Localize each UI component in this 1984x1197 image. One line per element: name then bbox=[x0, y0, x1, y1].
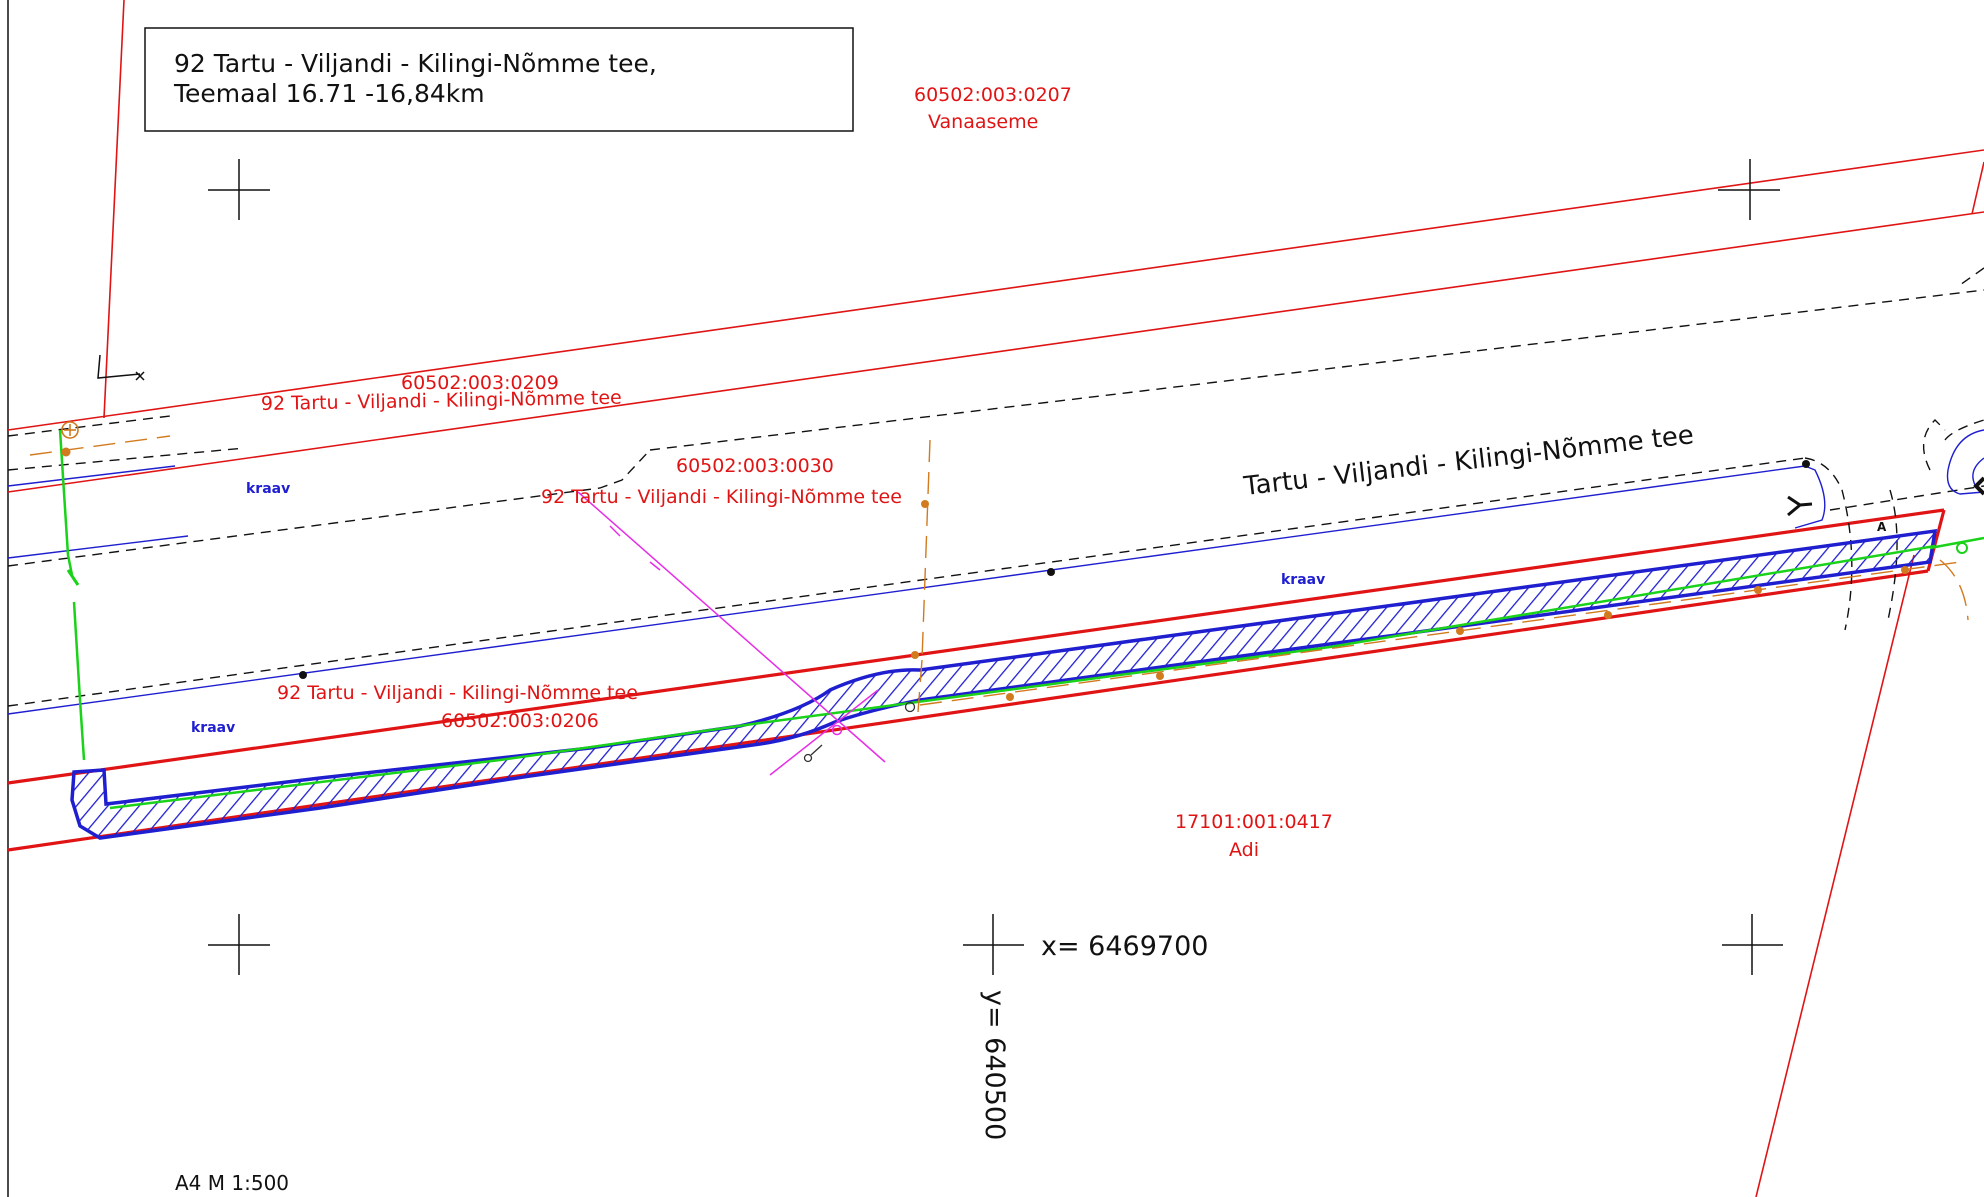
road-edges bbox=[7, 267, 1984, 707]
orange-nodes bbox=[61, 447, 1909, 701]
misc-pole-symbols bbox=[803, 701, 916, 763]
chevron-symbol bbox=[1973, 476, 1984, 496]
coordinate-x-label: x= 6469700 bbox=[1041, 931, 1208, 962]
arrow-symbol bbox=[1787, 495, 1813, 517]
title-line-1: 92 Tartu - Viljandi - Kilingi-Nõmme tee, bbox=[174, 49, 657, 78]
parcel-id-60502-003-0209: 60502:003:0209 bbox=[401, 372, 559, 394]
magenta-crossing bbox=[577, 491, 886, 776]
green-node bbox=[1956, 542, 1968, 554]
parcel-name-adi: Adi bbox=[1229, 839, 1259, 861]
parcel-road-label-0030: 92 Tartu - Viljandi - Kilingi-Nõmme tee bbox=[541, 486, 902, 508]
grid-crosses bbox=[208, 159, 1783, 975]
ditch-label-right: kraav bbox=[1281, 572, 1325, 588]
title-box bbox=[144, 27, 854, 132]
orange-pole-symbol bbox=[61, 421, 79, 439]
parcel-name-vanaaseme: Vanaaseme bbox=[928, 111, 1038, 133]
parcel-id-17101-001-0417: 17101:001:0417 bbox=[1175, 811, 1333, 833]
orange-utility-line bbox=[29, 435, 1969, 713]
survey-points bbox=[299, 460, 1810, 679]
ditch-label-left-upper: kraav bbox=[246, 481, 290, 497]
ditch-label-left-lower: kraav bbox=[191, 720, 235, 736]
green-dashes bbox=[66, 569, 80, 586]
scale-label: A4 M 1:500 bbox=[175, 1171, 289, 1195]
ditch-lines bbox=[7, 429, 1984, 715]
parcel-id-60502-003-0030: 60502:003:0030 bbox=[676, 455, 834, 477]
title-line-2: Teemaal 16.71 -16,84km bbox=[173, 79, 485, 108]
parcel-id-60502-003-0207: 60502:003:0207 bbox=[914, 84, 1072, 106]
marker-a: A bbox=[1877, 520, 1887, 534]
parcel-road-label-0209: 92 Tartu - Viljandi - Kilingi-Nõmme tee bbox=[261, 387, 622, 415]
parcel-id-60502-003-0206: 60502:003:0206 bbox=[441, 710, 599, 732]
coordinate-y-label: y= 640500 bbox=[979, 990, 1010, 1140]
north-corner-symbol bbox=[97, 354, 145, 381]
hatched-work-area bbox=[70, 528, 1938, 840]
parcel-road-label-0206: 92 Tartu - Viljandi - Kilingi-Nõmme tee bbox=[277, 682, 638, 704]
green-line bbox=[58, 429, 1984, 810]
road-name-label: Tartu - Viljandi - Kilingi-Nõmme tee bbox=[1241, 420, 1695, 502]
